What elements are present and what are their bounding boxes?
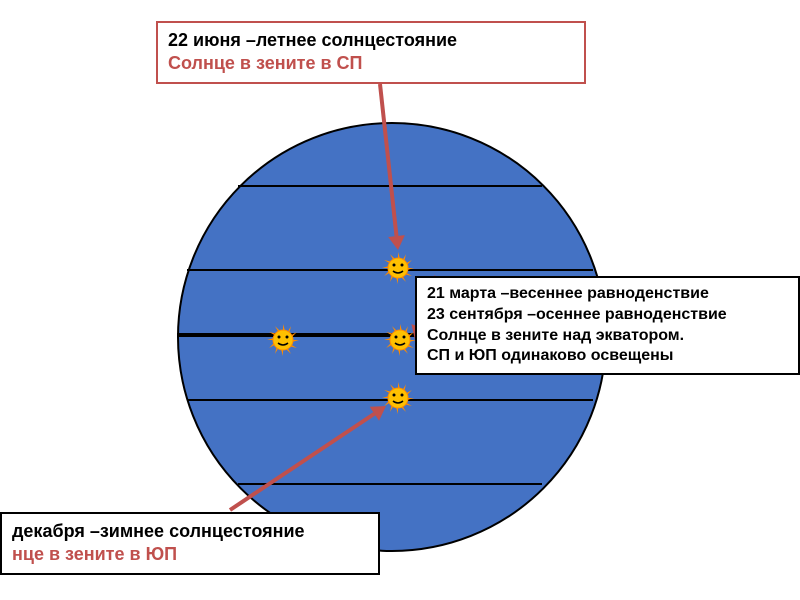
diagram-stage: 22 июня –летнее солнцестояние Солнце в з… <box>0 0 800 600</box>
latitude-line <box>238 483 542 485</box>
sun-icon <box>381 251 415 285</box>
june-title: 22 июня –летнее солнцестояние <box>168 29 574 52</box>
december-subtitle: нце в зените в ЮП <box>12 543 368 566</box>
label-box-june-solstice: 22 июня –летнее солнцестояние Солнце в з… <box>156 21 586 84</box>
equinox-line-3: Солнце в зените над экватором. <box>427 327 684 344</box>
equinox-line-4: СП и ЮП одинаково освещены <box>427 347 673 364</box>
december-title: декабря –зимнее солнцестояние <box>12 520 368 543</box>
sun-icon <box>266 323 300 357</box>
equinox-line-2: 23 сентября –осеннее равноденствие <box>427 306 727 323</box>
sun-icon <box>383 323 417 357</box>
latitude-line <box>238 185 542 187</box>
label-box-december-solstice: декабря –зимнее солнцестояние нце в зени… <box>0 512 380 575</box>
sun-icon <box>381 381 415 415</box>
label-box-equinox: 21 марта –весеннее равноденствие 23 сент… <box>415 276 800 375</box>
june-subtitle: Солнце в зените в СП <box>168 52 574 75</box>
equinox-line-1: 21 марта –весеннее равноденствие <box>427 285 709 302</box>
